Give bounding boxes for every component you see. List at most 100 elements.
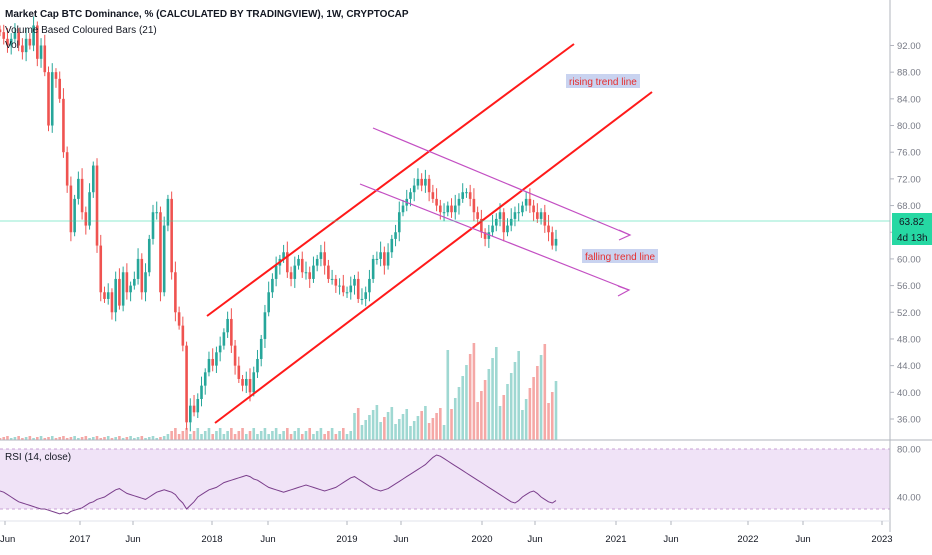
- volume-bar: [9, 438, 13, 440]
- volume-bar: [543, 344, 547, 440]
- candle-body: [297, 258, 300, 266]
- volume-bar: [166, 434, 170, 440]
- candle-body: [390, 238, 394, 253]
- candle-body: [494, 218, 498, 226]
- volume-bar: [13, 437, 17, 440]
- candle-body: [420, 178, 423, 186]
- candle-body: [532, 205, 535, 213]
- volume-bar: [513, 362, 517, 440]
- volume-bar: [550, 392, 554, 440]
- candle-body: [547, 225, 550, 233]
- candle-body: [446, 205, 450, 213]
- volume-bar: [17, 436, 20, 440]
- rsi-label[interactable]: RSI (14, close): [5, 452, 72, 463]
- candle-body: [230, 318, 233, 346]
- volume-label[interactable]: Vol: [5, 40, 19, 51]
- volume-bar: [203, 431, 207, 440]
- candle-body: [203, 372, 207, 386]
- last-price-tag[interactable]: 63.82 4d 13h: [892, 213, 932, 245]
- candle-body: [293, 265, 297, 279]
- candle-body: [200, 385, 203, 399]
- volume-bar: [69, 437, 73, 440]
- falling-note-text: falling trend line: [585, 252, 655, 263]
- candle-body: [69, 185, 73, 233]
- volume-bar: [103, 437, 106, 440]
- x-tick-label: 2023: [871, 534, 892, 545]
- falling-trend-line-lower[interactable]: [359, 183, 630, 291]
- volume-bar: [50, 436, 54, 440]
- candle-body: [394, 232, 397, 239]
- volume-bar: [181, 431, 185, 440]
- volume-bar: [222, 434, 226, 440]
- volume-bar: [278, 434, 282, 440]
- volume-bar: [487, 369, 491, 440]
- volume-bar: [77, 438, 80, 440]
- rising-trend-line-lower[interactable]: [214, 91, 653, 424]
- candle-body: [375, 258, 379, 260]
- candle-body: [274, 265, 278, 279]
- candle-body: [36, 25, 39, 59]
- volume-bar: [524, 399, 528, 440]
- falling-trend-line-upper[interactable]: [372, 127, 631, 236]
- x-tick-label: 2018: [201, 534, 222, 545]
- x-tick-label: 2020: [471, 534, 492, 545]
- volume-bar: [394, 424, 397, 440]
- volume-bar: [364, 420, 367, 440]
- volume-bar: [345, 434, 349, 440]
- candle-body: [114, 278, 117, 313]
- volume-bar: [170, 431, 173, 440]
- rsi-line: [0, 454, 557, 515]
- volume-bar: [28, 436, 32, 440]
- volume-bar: [383, 417, 386, 440]
- candle-body: [267, 292, 270, 313]
- volume-bar: [401, 414, 405, 440]
- volume-bar: [323, 434, 326, 440]
- candle-body: [401, 205, 405, 213]
- candle-body: [424, 178, 427, 186]
- candle-body: [513, 212, 517, 219]
- candle-body: [136, 258, 140, 279]
- volume-bar: [480, 391, 483, 440]
- volume-bar: [334, 434, 338, 440]
- candle-body: [147, 238, 151, 273]
- candle-body: [110, 292, 114, 313]
- indicator-label[interactable]: Volume Based Coloured Bars (21): [5, 25, 157, 36]
- x-tick-label: Jun: [393, 534, 408, 545]
- volume-bar: [390, 407, 394, 440]
- volume-bar: [118, 436, 121, 440]
- volume-bar: [151, 436, 155, 440]
- y-tick-label: 72.00: [897, 174, 921, 185]
- volume-bar: [539, 355, 543, 440]
- volume-bar: [494, 347, 498, 440]
- volume-bar: [159, 437, 162, 440]
- candle-body: [323, 252, 326, 266]
- volume-bar: [32, 438, 35, 440]
- falling-note-background: [582, 249, 658, 263]
- volume-bar: [24, 437, 28, 440]
- x-tick-label: 2021: [605, 534, 626, 545]
- candle-body: [349, 285, 353, 293]
- rising-trend-line-upper[interactable]: [206, 43, 575, 317]
- volume-bar: [125, 437, 129, 440]
- rising-trend-note[interactable]: rising trend line: [566, 74, 640, 88]
- candle-body: [450, 205, 453, 213]
- candle-body: [498, 212, 502, 219]
- falling-trend-note[interactable]: falling trend line: [582, 249, 658, 263]
- volume-bar: [54, 438, 58, 440]
- volume-bar: [189, 434, 192, 440]
- volume-bar: [259, 431, 263, 440]
- y-tick-label: 80.00: [897, 121, 921, 132]
- volume-bar: [84, 436, 88, 440]
- candle-body: [491, 225, 494, 233]
- candle-body: [550, 232, 554, 246]
- volume-bar: [375, 405, 379, 440]
- candle-body: [65, 152, 69, 186]
- candle-body: [502, 212, 506, 233]
- chart-title[interactable]: Market Cap BTC Dominance, % (CALCULATED …: [5, 9, 409, 20]
- candle-body: [140, 258, 144, 293]
- candle-body: [543, 212, 547, 226]
- candle-body: [215, 352, 218, 366]
- volume-bar: [435, 413, 438, 440]
